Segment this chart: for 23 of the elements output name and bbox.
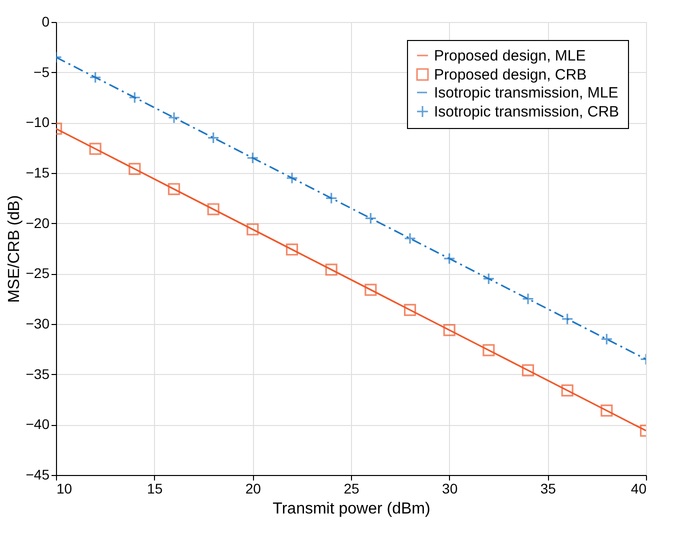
legend-label: Isotropic transmission, CRB	[434, 104, 620, 120]
y-tick-label: −20	[26, 214, 50, 231]
legend-label: Proposed design, CRB	[434, 66, 587, 84]
y-tick-label: 0	[42, 14, 50, 30]
y-axis-title: MSE/CRB (dB)	[6, 195, 23, 303]
x-tick-label: 10	[56, 480, 72, 496]
y-tick-label: −25	[26, 265, 50, 282]
y-tick-label: −15	[26, 164, 50, 180]
x-tick-label: 25	[344, 480, 360, 496]
x-tick-label: 15	[147, 480, 163, 496]
y-tick-label: −45	[26, 466, 50, 482]
y-tick-label: −10	[26, 114, 50, 130]
x-tick-label: 35	[540, 480, 556, 496]
x-tick-label: 30	[442, 480, 458, 496]
x-tick-label: 40	[630, 480, 647, 496]
y-tick-label: −30	[26, 316, 50, 332]
y-tick-label: −35	[26, 366, 50, 382]
y-tick-label: −40	[26, 416, 50, 432]
legend-label: Isotropic transmission, MLE	[434, 84, 618, 102]
y-tick-label: −5	[34, 64, 50, 80]
legend-label: Proposed design, MLE	[434, 48, 586, 64]
x-axis-title: Transmit power (dBm)	[272, 500, 430, 518]
x-tick-label: 20	[245, 480, 262, 496]
